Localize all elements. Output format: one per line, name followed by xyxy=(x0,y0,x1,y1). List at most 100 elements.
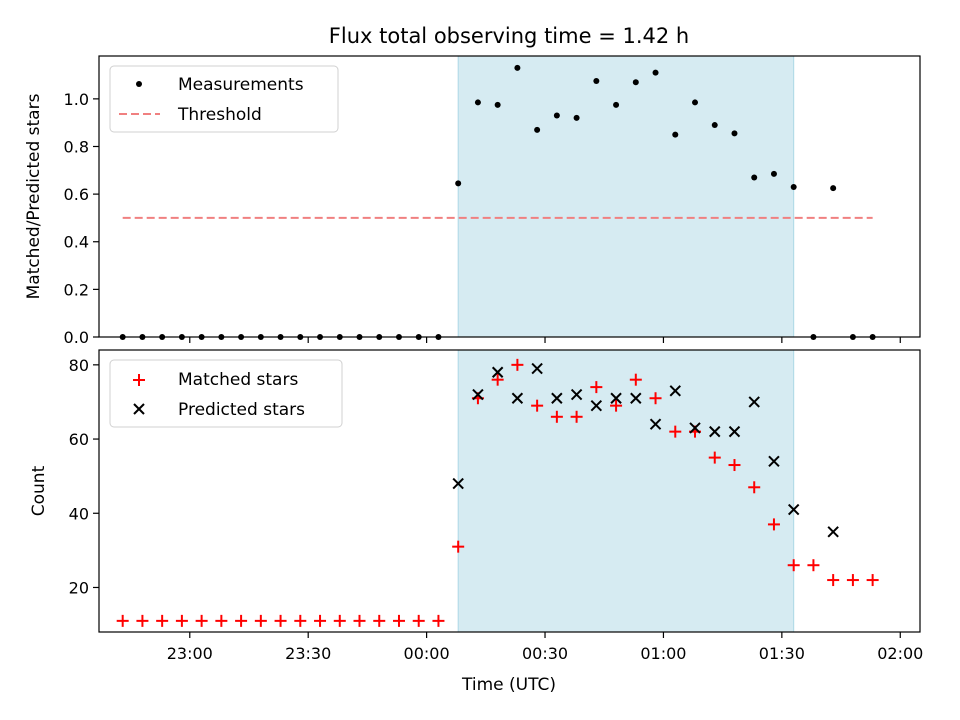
measurement-point xyxy=(514,64,521,71)
y-tick-label: 20 xyxy=(69,578,89,597)
plot-frame xyxy=(98,55,921,338)
y-tick-label: 0.6 xyxy=(64,185,89,204)
measurement-point xyxy=(731,130,738,137)
predicted-star-point xyxy=(827,526,839,538)
measurement-point xyxy=(455,180,462,187)
legend-matched-label: Matched stars xyxy=(178,370,298,390)
predicted-star-point xyxy=(491,366,504,378)
predicted-star-point xyxy=(531,362,543,375)
matched-star-point xyxy=(195,614,208,627)
x-axis-ticks xyxy=(189,337,901,343)
matched-star-point xyxy=(728,459,741,472)
matched-star-point xyxy=(314,614,327,627)
x-tick-label: 02:00 xyxy=(877,644,923,663)
measurement-point xyxy=(830,185,837,192)
x-tick-label: 23:30 xyxy=(285,644,331,663)
x-tick-label: 01:00 xyxy=(640,644,686,663)
count-marks xyxy=(116,358,879,627)
y-tick-label: 0.2 xyxy=(64,280,89,299)
y-tick-label: 0.8 xyxy=(64,137,89,156)
measurement-point xyxy=(553,112,560,119)
y-axis-ticks: 20 40 60 80 xyxy=(69,356,99,597)
y-tick-label: 1.0 xyxy=(64,90,89,109)
matched-star-point xyxy=(156,614,169,627)
measurement-point xyxy=(632,79,639,86)
shaded-interval xyxy=(457,349,795,633)
matched-star-point xyxy=(254,614,267,627)
matched-star-point xyxy=(373,614,386,627)
matched-star-point xyxy=(590,381,603,394)
y-tick-label: 0.4 xyxy=(64,233,89,252)
y-tick-label: 40 xyxy=(69,504,89,523)
matched-star-point xyxy=(175,614,188,627)
count-panel: 20 40 60 80 23:00 23:30 00:00 00:30 01:00 01:30 0… xyxy=(29,349,923,695)
matched-star-point xyxy=(294,614,307,627)
predicted-star-point xyxy=(472,388,484,401)
measurement-point xyxy=(692,99,699,106)
legend-predicted-marker xyxy=(133,403,145,415)
matched-star-point xyxy=(767,518,780,531)
x-tick-label: 01:30 xyxy=(759,644,805,663)
y-tick-label: 80 xyxy=(69,356,89,375)
legend-box xyxy=(109,359,343,428)
matched-star-point xyxy=(629,373,642,386)
legend-box xyxy=(109,65,339,133)
predicted-star-point xyxy=(511,392,524,404)
predicted-star-point xyxy=(689,422,701,434)
plot-frame xyxy=(98,349,921,633)
y-axis-ticks: 0.0 0.2 0.4 0.6 0.8 1.0 xyxy=(64,90,99,347)
matched-star-point xyxy=(215,614,228,627)
predicted-star-point xyxy=(669,385,681,397)
predicted-star-point xyxy=(649,418,662,430)
predicted-star-point xyxy=(709,425,721,438)
predicted-star-point xyxy=(630,392,642,404)
x-axis-label: Time (UTC) xyxy=(461,675,556,695)
matched-star-point xyxy=(807,559,820,572)
measurement-point xyxy=(534,126,541,133)
y-tick-label: 60 xyxy=(69,430,89,449)
matched-star-point xyxy=(432,614,445,627)
measurement-point xyxy=(672,131,679,138)
matched-star-point xyxy=(550,410,563,423)
y-tick-label: 0.0 xyxy=(64,328,89,347)
matched-star-point xyxy=(452,540,465,553)
predicted-star-point xyxy=(610,392,622,404)
measurement-point xyxy=(770,170,777,177)
predicted-star-point xyxy=(787,503,800,516)
x-tick-label: 00:00 xyxy=(404,644,450,663)
measurement-point xyxy=(573,114,580,121)
matched-star-point xyxy=(136,614,149,627)
measurement-point xyxy=(593,78,600,85)
matched-star-point xyxy=(531,399,544,412)
matched-star-point xyxy=(333,614,346,627)
legend-threshold-label: Threshold xyxy=(177,105,262,125)
matched-star-point xyxy=(866,574,879,587)
matched-star-point xyxy=(511,358,524,371)
predicted-star-point xyxy=(551,392,563,404)
measurement-point xyxy=(474,99,481,106)
ratio-panel: 0.0 0.2 0.4 0.6 0.8 1.0 Matched/Predicted sta… xyxy=(24,55,921,347)
predicted-star-point xyxy=(748,396,760,408)
legend: Matched stars Predicted stars xyxy=(109,359,343,428)
matched-star-point xyxy=(708,451,721,464)
matched-star-point xyxy=(116,614,129,627)
legend-measurements-marker xyxy=(136,81,142,87)
legend: Measurements Threshold xyxy=(109,65,339,133)
legend-measurements-label: Measurements xyxy=(178,75,304,95)
predicted-star-point xyxy=(452,477,464,490)
predicted-star-point xyxy=(728,425,741,438)
matched-star-point xyxy=(491,373,504,386)
x-axis-ticks: 23:00 23:30 00:00 00:30 01:00 01:30 02:00 xyxy=(167,632,923,663)
measurement-point xyxy=(652,69,659,76)
matched-star-point xyxy=(846,574,859,587)
predicted-star-point xyxy=(768,455,780,468)
matched-star-point xyxy=(610,399,623,412)
matched-star-point xyxy=(274,614,287,627)
measurement-point xyxy=(790,183,797,190)
measurement-point xyxy=(613,101,620,108)
matched-star-point xyxy=(827,574,840,587)
measurement-point xyxy=(751,174,758,181)
matched-star-point xyxy=(412,614,425,627)
matched-star-point xyxy=(669,425,682,438)
